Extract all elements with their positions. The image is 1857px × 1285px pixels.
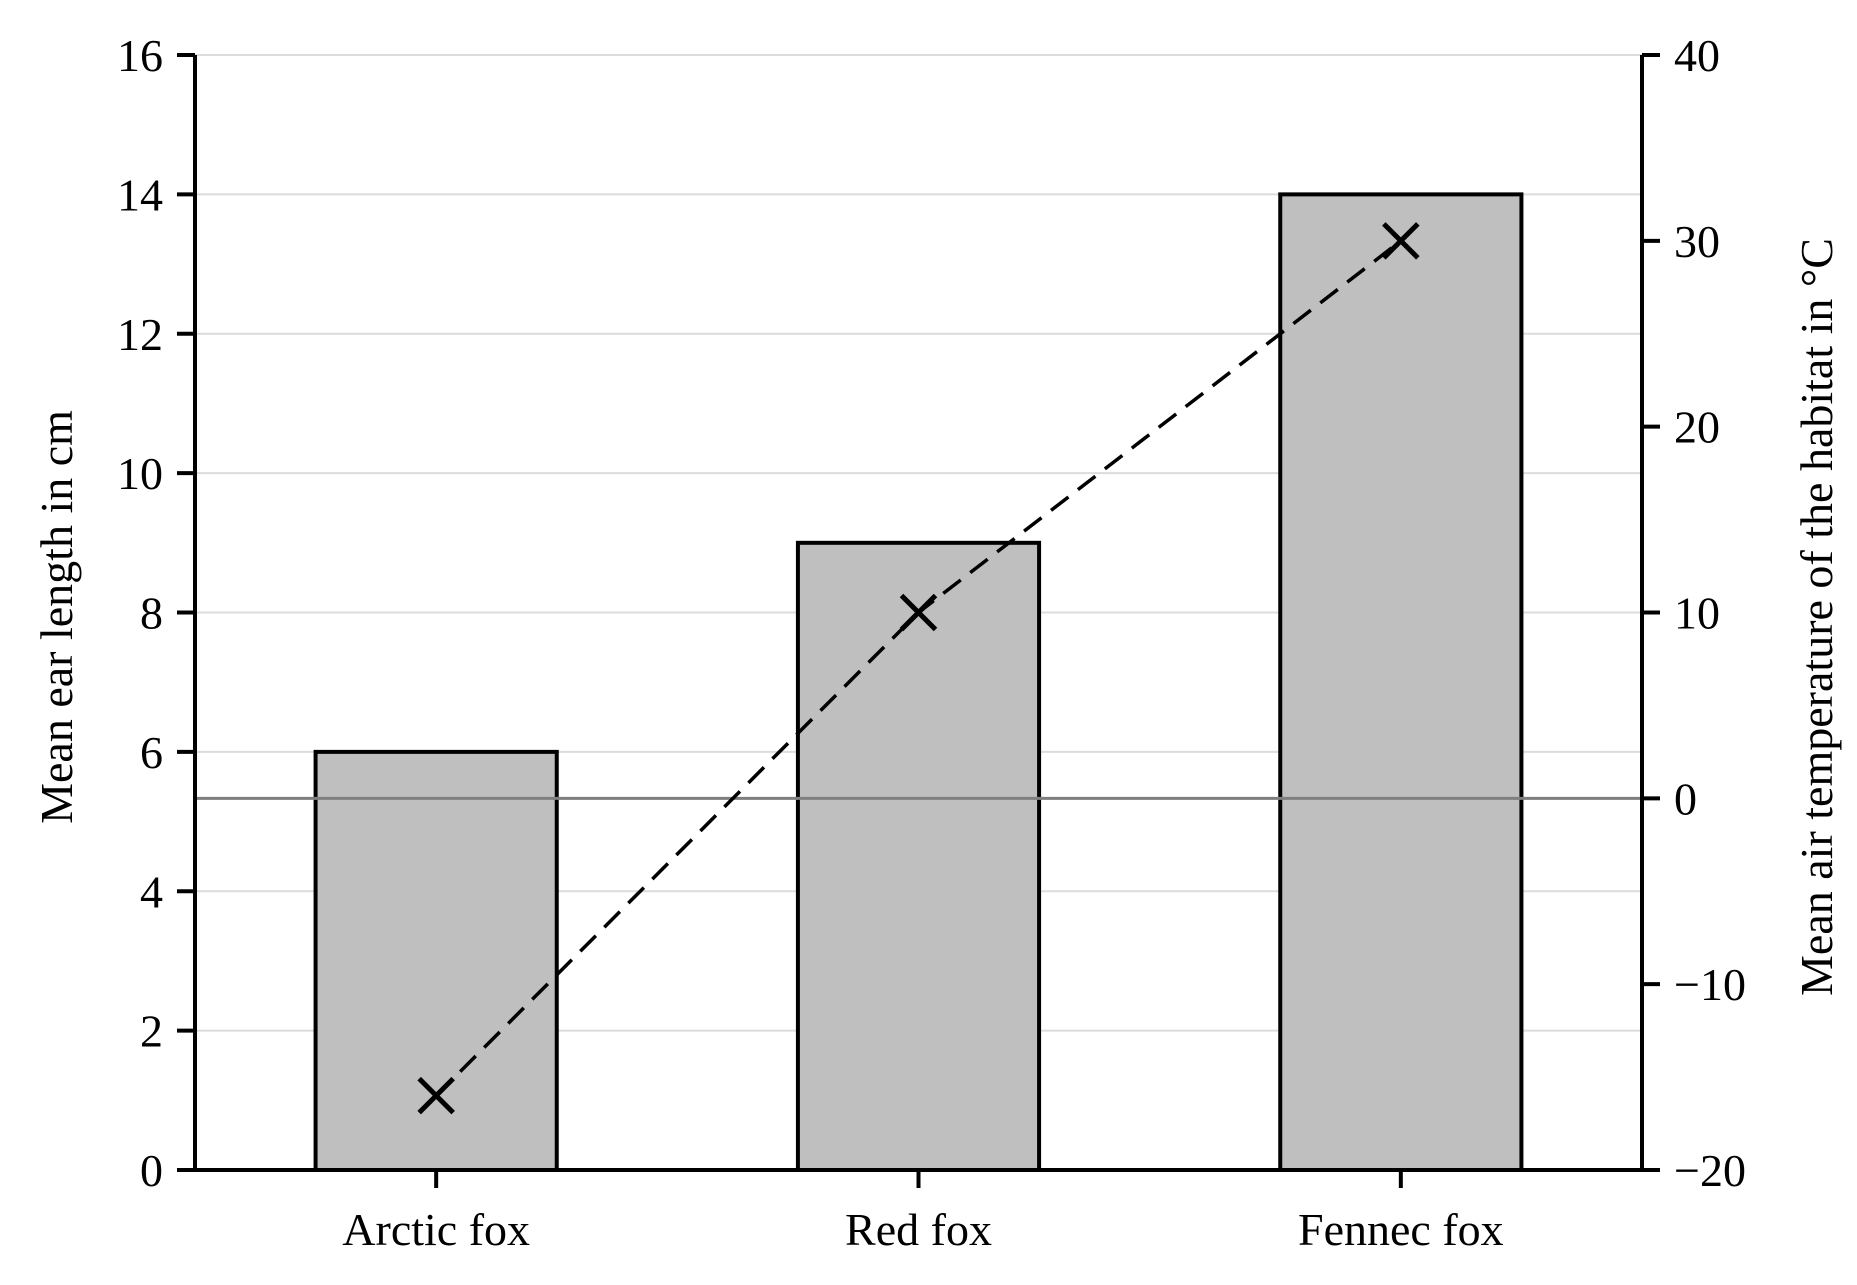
marker-stroke xyxy=(1382,222,1420,260)
left-tick-label: 6 xyxy=(140,727,163,778)
right-tick-label: 30 xyxy=(1674,216,1720,267)
left-tick-label: 8 xyxy=(140,588,163,639)
ticks: 0 2 4 6 8 10 12 14 16 −20 −10 0 10 20 30 40 Arctic fox Re… xyxy=(117,30,1746,1255)
x-tick-label: Arctic fox xyxy=(342,1204,530,1255)
right-tick-label: 10 xyxy=(1674,588,1720,639)
bar-arctic-fox xyxy=(313,749,559,1172)
left-tick-label: 12 xyxy=(117,309,163,360)
right-tick-label: −20 xyxy=(1674,1145,1746,1196)
marker-stroke xyxy=(417,1076,455,1115)
temperature-line xyxy=(417,222,1420,1115)
left-tick-label: 16 xyxy=(117,30,163,81)
right-tick-label: 40 xyxy=(1674,30,1720,81)
right-tick-label: 20 xyxy=(1674,402,1720,453)
x-tick-label: Red fox xyxy=(845,1204,992,1255)
temperature-marker-red-fox xyxy=(899,593,938,632)
y-axis-title-left: Mean ear length in cm xyxy=(31,410,82,824)
temperature-marker-fennec-fox xyxy=(1382,222,1420,260)
temperature-marker-arctic-fox xyxy=(417,1076,455,1115)
x-tick-label: Fennec fox xyxy=(1298,1204,1504,1255)
left-tick-label: 0 xyxy=(140,1145,163,1196)
bar-fennec-fox xyxy=(1278,192,1524,1172)
bars xyxy=(313,192,1524,1172)
right-tick-label: −10 xyxy=(1674,959,1746,1010)
y-axis-title-right: Mean air temperature of the habitat in °… xyxy=(1791,238,1842,996)
bar-red-fox xyxy=(795,540,1042,1172)
left-tick-label: 10 xyxy=(117,448,163,499)
left-tick-label: 2 xyxy=(140,1006,163,1057)
left-tick-label: 14 xyxy=(117,169,163,220)
right-tick-label: 0 xyxy=(1674,773,1697,824)
left-tick-label: 4 xyxy=(140,866,163,917)
marker-stroke xyxy=(899,593,938,632)
